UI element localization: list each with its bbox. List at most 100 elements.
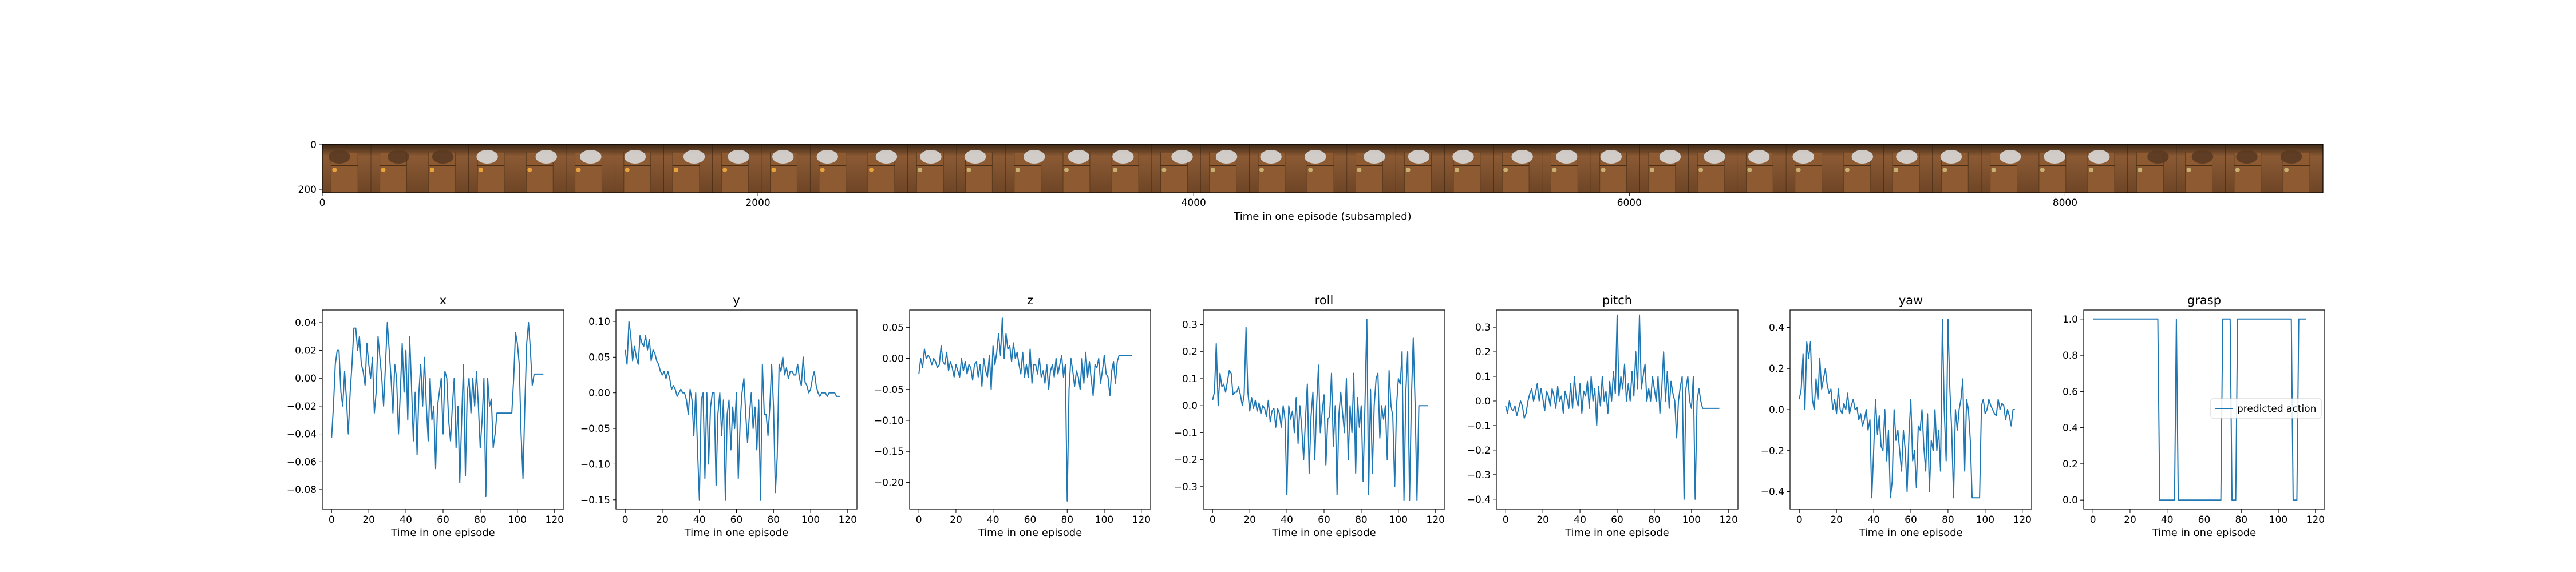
- y-tick-label: −0.4: [1467, 494, 1491, 506]
- x-tick-label: 80: [474, 514, 487, 526]
- x-tick-label: 80: [1942, 514, 1954, 526]
- panel-title: z: [1027, 293, 1033, 307]
- x-tick-label: 100: [508, 514, 527, 526]
- y-tick-label: −0.1: [1174, 427, 1198, 439]
- y-tick-label: −0.05: [874, 384, 904, 396]
- filmstrip-x-tick-label: 2000: [745, 197, 770, 209]
- x-tick-label: 80: [767, 514, 780, 526]
- x-tick-label: 20: [1830, 514, 1843, 526]
- y-tick-label: 0.8: [2063, 350, 2078, 362]
- filmstrip-x-tick-label: 8000: [2053, 197, 2077, 209]
- x-tick-label: 100: [1976, 514, 1994, 526]
- x-tick-label: 60: [1905, 514, 1917, 526]
- episode-frame: [615, 144, 665, 193]
- y-tick-label: 0.0: [1475, 396, 1491, 407]
- y-tick-label: −0.1: [1467, 420, 1491, 432]
- panel-xlabel: Time in one episode: [1271, 527, 1376, 539]
- panel-pitch: 0 20 40 60 80 100 120 0.3 0.2 0.1 0.0 −0.1 −0.2 −0.3 −…: [1467, 293, 1739, 539]
- panel-title: grasp: [2187, 293, 2221, 307]
- episode-frame: [371, 144, 420, 193]
- filmstrip-x-tick-label: 4000: [1182, 197, 1206, 209]
- y-tick-label: 0.02: [295, 345, 317, 357]
- filmstrip-x-tick-label: 6000: [1617, 197, 1642, 209]
- episode-frame: [566, 144, 615, 193]
- y-tick-label: −0.04: [287, 429, 317, 440]
- y-tick-label: 0.4: [2063, 423, 2078, 434]
- episode-frame: [663, 144, 713, 193]
- x-tick-label: 40: [987, 514, 999, 526]
- y-tick-label: 0.6: [2063, 386, 2078, 398]
- y-tick-label: 0.00: [295, 373, 317, 384]
- series-line: [331, 321, 544, 498]
- episode-frame: [2176, 144, 2226, 193]
- episode-frame: [1005, 144, 1055, 193]
- episode-frame: [322, 144, 372, 193]
- x-tick-label: 80: [1648, 514, 1661, 526]
- x-tick-label: 120: [1427, 514, 1445, 526]
- x-tick-label: 80: [2235, 514, 2247, 526]
- series-line: [625, 321, 840, 500]
- x-tick-label: 60: [1024, 514, 1037, 526]
- y-tick-label: 0.2: [1769, 363, 1784, 375]
- episode-frame: [761, 144, 811, 193]
- y-tick-label: 0.00: [882, 353, 904, 365]
- episode-frame: [1396, 144, 1445, 193]
- series-line: [1505, 314, 1720, 500]
- y-tick-label: −0.20: [874, 477, 904, 488]
- y-tick-label: −0.15: [874, 446, 904, 458]
- episode-frame: [859, 144, 908, 193]
- x-tick-label: 0: [1503, 514, 1509, 526]
- y-tick-label: 0.04: [295, 317, 317, 329]
- episode-frame: [1786, 144, 1836, 193]
- x-tick-label: 120: [546, 514, 564, 526]
- panel-grasp: 0 20 40 60 80 100 120 1.0 0.8 0.6 0.4 0.2 0.0 grasp Ti…: [2063, 293, 2325, 539]
- series-line: [918, 317, 1132, 502]
- x-tick-label: 40: [1574, 514, 1586, 526]
- y-tick-label: 0.2: [1475, 347, 1491, 358]
- y-tick-label: 0.05: [882, 322, 904, 333]
- filmstrip-y-tick-label: 200: [298, 184, 317, 196]
- y-tick-label: −0.02: [287, 401, 317, 412]
- panel-xlabel: Time in one episode: [1858, 527, 1963, 539]
- y-tick-label: 0.00: [588, 388, 610, 399]
- filmstrip-xlabel: Time in one episode (subsampled): [1233, 210, 1411, 223]
- panel-xlabel: Time in one episode: [390, 527, 495, 539]
- x-tick-label: 0: [2090, 514, 2096, 526]
- x-tick-label: 120: [839, 514, 857, 526]
- episode-frame: [2079, 144, 2128, 193]
- series-line: [2093, 318, 2306, 501]
- episode-frame: [1591, 144, 1641, 193]
- episode-frame: [1981, 144, 2031, 193]
- y-tick-label: 0.4: [1769, 322, 1784, 333]
- y-tick-label: 0.0: [1769, 404, 1784, 416]
- filmstrip-x-tick-label: 0: [319, 197, 326, 209]
- legend-label: predicted action: [2237, 403, 2316, 415]
- y-tick-label: −0.3: [1174, 482, 1198, 493]
- y-tick-label: 1.0: [2063, 314, 2078, 325]
- episode-frame: [1103, 144, 1152, 193]
- y-tick-label: 0.3: [1182, 319, 1198, 331]
- x-tick-label: 120: [1720, 514, 1738, 526]
- episode-frame: [712, 144, 762, 193]
- y-tick-label: 0.0: [2063, 495, 2078, 506]
- panel-title: pitch: [1602, 293, 1632, 307]
- x-tick-label: 100: [2269, 514, 2287, 526]
- y-tick-label: −0.2: [1174, 455, 1198, 466]
- y-tick-label: −0.2: [1761, 446, 1784, 457]
- filmstrip-frame-border: [322, 144, 2324, 193]
- episode-frame: [1883, 144, 1933, 193]
- x-tick-label: 40: [2161, 514, 2174, 526]
- y-tick-label: −0.08: [287, 484, 317, 496]
- x-tick-label: 120: [2306, 514, 2325, 526]
- x-tick-label: 0: [329, 514, 335, 526]
- panel-xlabel: Time in one episode: [684, 527, 789, 539]
- axes-frame: [909, 309, 1151, 510]
- episode-frame: [1249, 144, 1299, 193]
- episode-frame: [907, 144, 957, 193]
- y-tick-label: −0.05: [580, 423, 610, 435]
- y-tick-label: 0.1: [1182, 374, 1198, 385]
- x-tick-label: 40: [1867, 514, 1880, 526]
- y-tick-label: −0.06: [287, 456, 317, 468]
- x-tick-label: 0: [622, 514, 629, 526]
